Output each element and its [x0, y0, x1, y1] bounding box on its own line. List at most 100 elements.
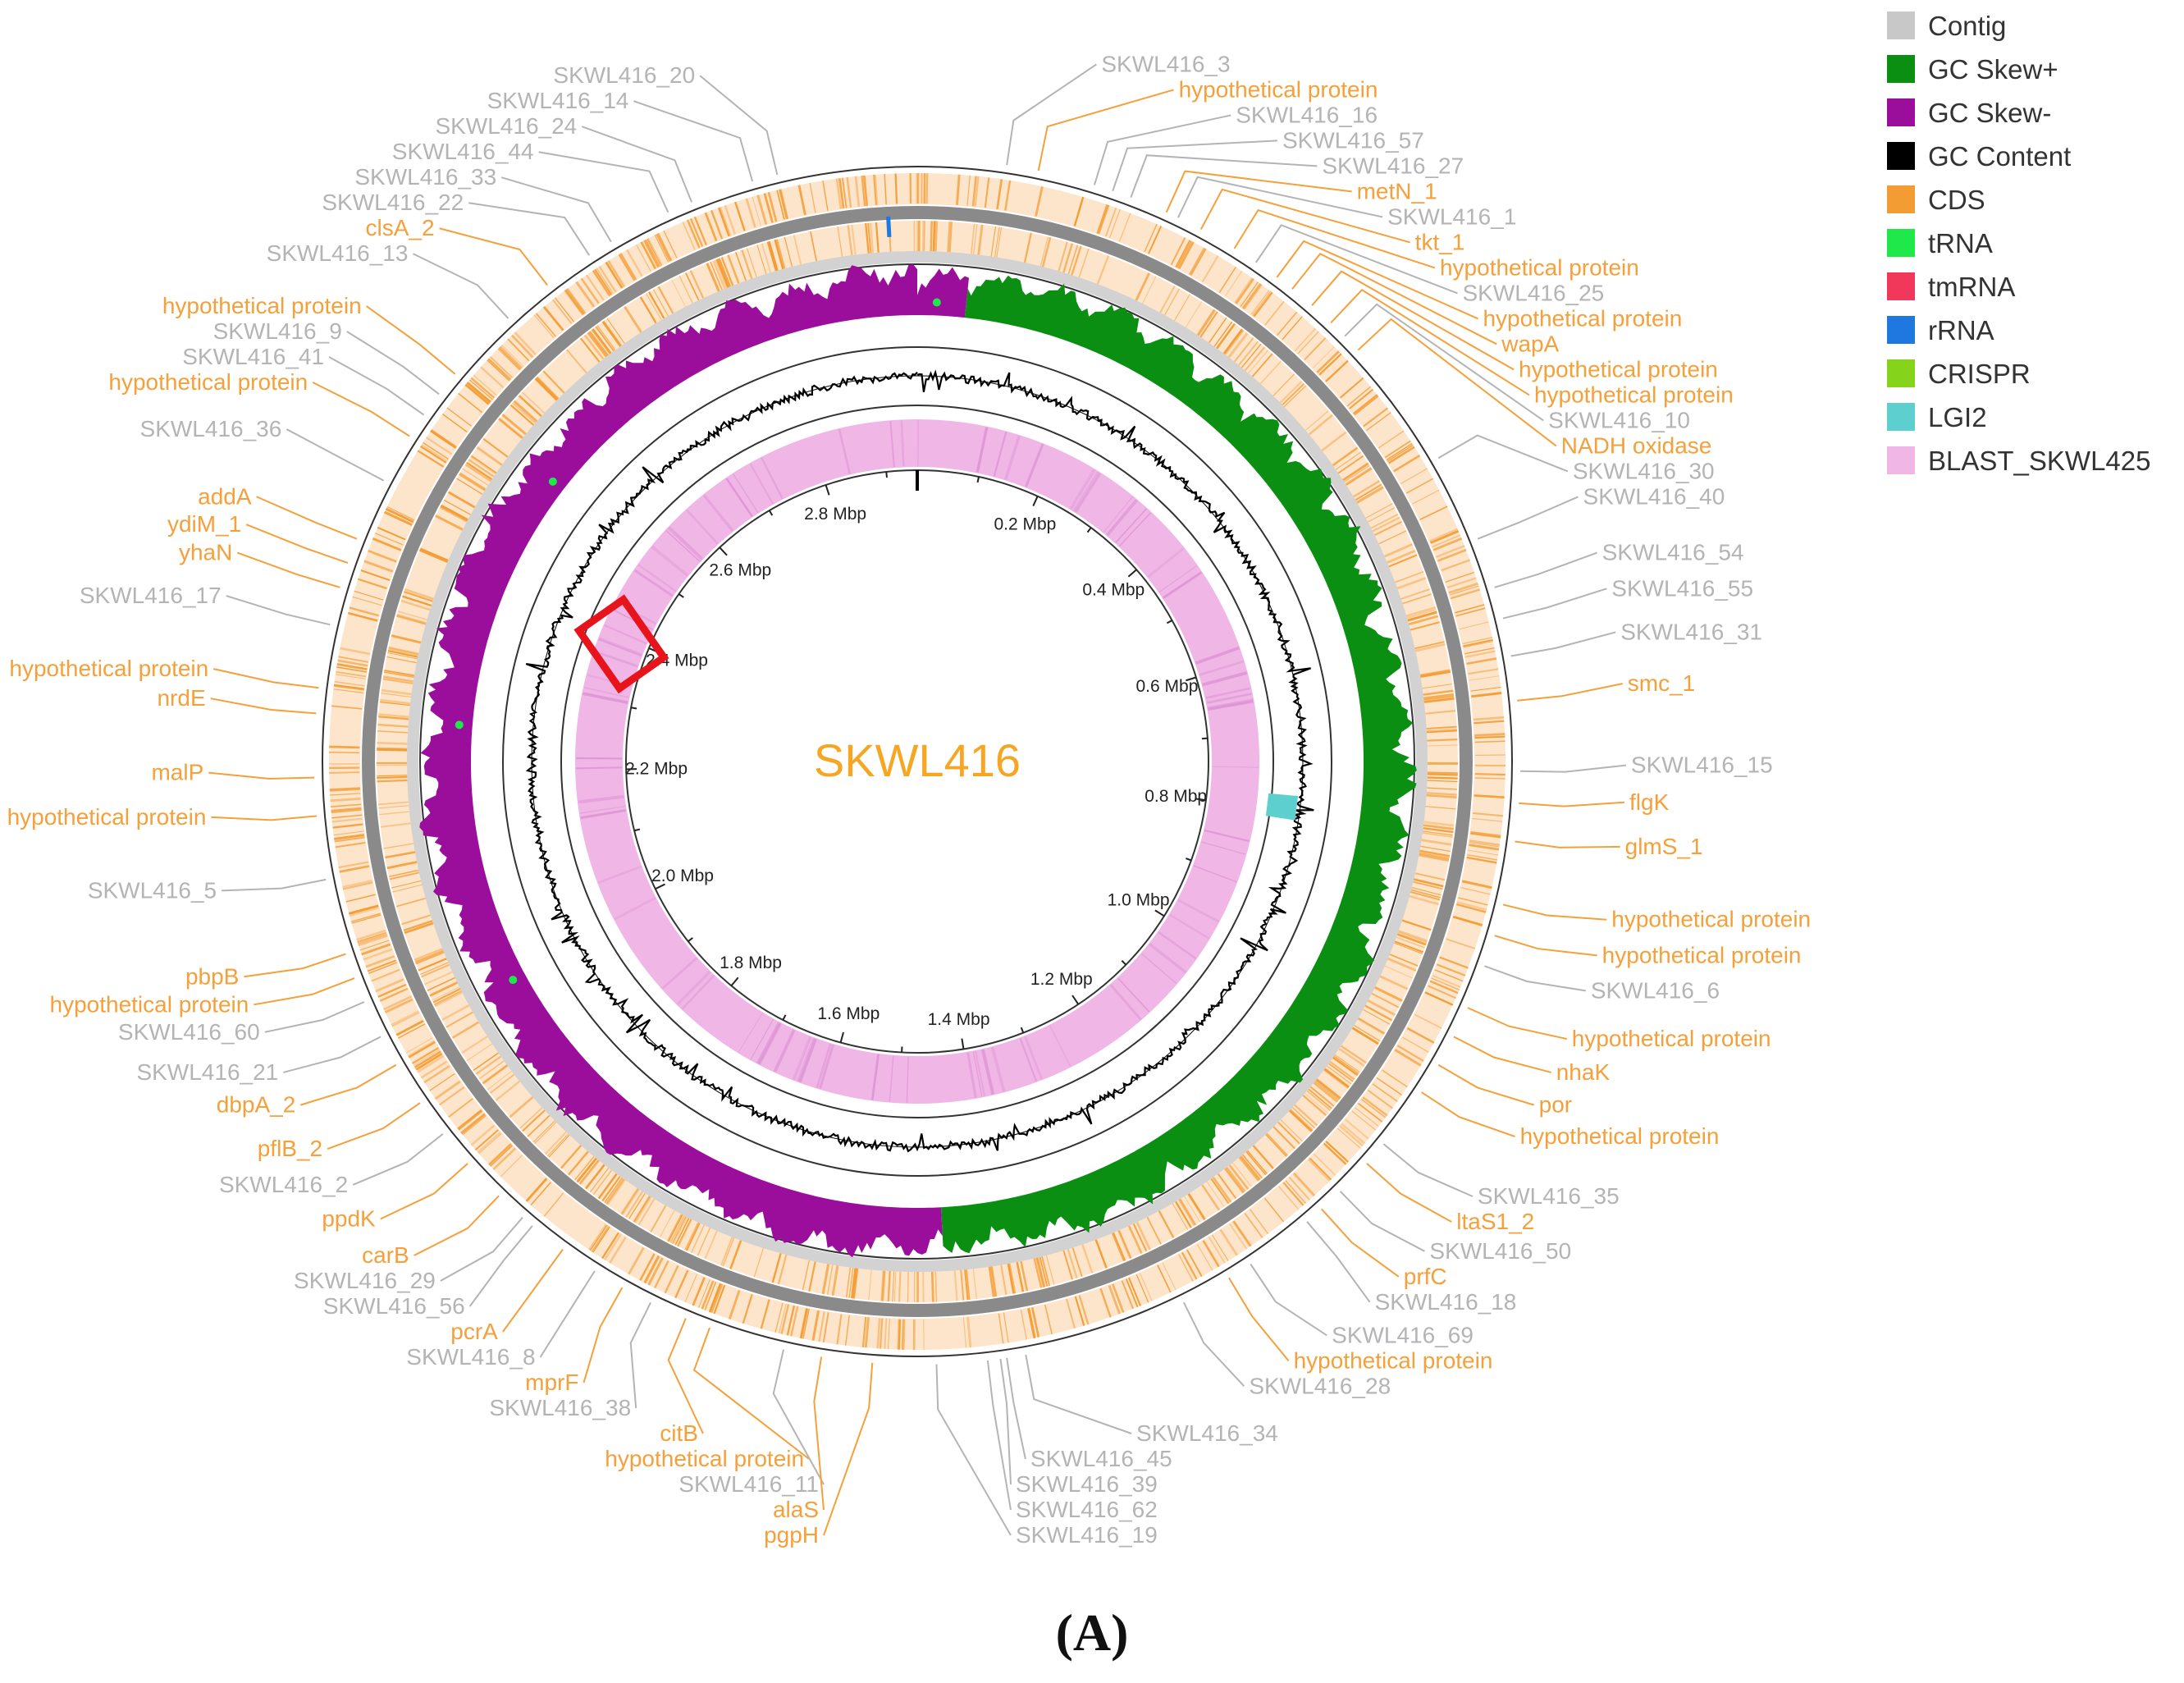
cds-mark: [468, 379, 493, 400]
cds-mark: [1396, 1045, 1424, 1063]
cds-mark: [1242, 1154, 1263, 1178]
cds-mark: [1288, 1109, 1313, 1132]
cds-mark: [525, 1178, 548, 1202]
legend-swatch: [1887, 185, 1915, 213]
contig-leader: [468, 1225, 533, 1307]
cds-mark: [1366, 412, 1391, 432]
scale-label: 2.0 Mbp: [651, 867, 714, 885]
cds-mark: [1353, 480, 1381, 498]
cds-mark: [799, 1308, 808, 1339]
cds-mark: [1148, 226, 1163, 254]
cds-mark: [842, 177, 848, 208]
scale-tick: [976, 476, 980, 483]
cds-mark: [1423, 824, 1455, 830]
blast-mark: [1162, 571, 1203, 599]
gene-label: pbpB: [185, 963, 239, 989]
cds-mark: [1410, 621, 1440, 631]
gene-label: hypothetical protein: [1611, 907, 1811, 932]
cds-mark: [1393, 454, 1421, 473]
cds-mark: [894, 173, 898, 204]
gene-leader: [1233, 208, 1436, 269]
cds-mark: [522, 1109, 546, 1132]
cds-mark: [501, 414, 527, 436]
cds-mark: [1425, 806, 1456, 810]
contig-leader: [1250, 1263, 1327, 1337]
scale-tick: [719, 547, 728, 556]
cds-mark: [1231, 1162, 1252, 1187]
gene-leader: [366, 305, 456, 375]
gene-leader: [823, 1362, 874, 1536]
cds-mark: [704, 1230, 718, 1260]
cds-mark: [379, 701, 410, 707]
gene-label: pgpH: [764, 1522, 819, 1548]
cds-mark: [340, 647, 370, 656]
cds-mark: [391, 1010, 419, 1026]
cds-mark: [1353, 395, 1379, 416]
cds-mark: [507, 339, 529, 362]
cds-mark: [1159, 286, 1176, 313]
cds-mark: [802, 1260, 810, 1291]
cds-mark: [1384, 542, 1414, 558]
contig-label: SKWL416_31: [1620, 619, 1762, 644]
cds-mark: [776, 190, 785, 220]
contig-label: SKWL416_62: [1016, 1497, 1158, 1522]
blast-mark: [633, 569, 674, 597]
legend-swatch: [1887, 446, 1915, 474]
cds-mark: [647, 238, 663, 266]
cds-mark: [347, 611, 378, 622]
cds-mark: [329, 752, 360, 754]
blast-mark: [889, 1055, 894, 1102]
cds-mark: [592, 1227, 610, 1253]
gene-label: ppdK: [322, 1206, 376, 1232]
cds-mark: [380, 698, 411, 704]
cds-mark: [1219, 1228, 1239, 1256]
cds-mark: [761, 243, 772, 273]
cds-mark: [575, 281, 596, 308]
trna-mark: [509, 976, 518, 985]
cds-mark: [552, 299, 573, 324]
cds-mark: [1071, 1247, 1083, 1277]
blast-mark: [1118, 512, 1152, 547]
cds-mark: [1371, 992, 1400, 1008]
cds-mark: [1378, 530, 1407, 545]
cds-mark: [473, 1052, 499, 1071]
cds-mark: [1355, 1107, 1379, 1127]
cds-mark: [447, 491, 476, 509]
cds-mark: [330, 797, 361, 803]
cds-mark: [977, 224, 984, 255]
cds-mark: [544, 1131, 567, 1155]
blast-mark: [578, 794, 624, 804]
cds-mark: [384, 512, 413, 527]
gene-leader: [667, 1318, 704, 1434]
gene-label: yhaN: [179, 540, 232, 565]
blast-mark: [749, 463, 774, 505]
gene-leader: [813, 1356, 825, 1511]
cds-mark: [1412, 489, 1440, 505]
cds-mark: [1309, 1086, 1335, 1107]
gene-leader: [1515, 840, 1620, 848]
contig-leader: [1025, 1354, 1132, 1434]
cds-mark: [697, 1228, 711, 1256]
cds-mark: [1422, 832, 1453, 838]
lgi2-region: [1265, 793, 1299, 821]
cds-mark: [988, 1266, 994, 1297]
cds-mark: [1384, 440, 1411, 459]
cds-mark: [1174, 294, 1190, 322]
cds-mark: [717, 207, 730, 237]
scale-label: 2.6 Mbp: [709, 560, 771, 579]
cds-mark: [875, 222, 880, 253]
cds-mark: [329, 745, 360, 748]
cds-mark: [422, 441, 449, 460]
cds-mark: [338, 861, 369, 869]
blast-mark: [1177, 899, 1220, 923]
scale-label: 0.8 Mbp: [1145, 787, 1207, 806]
cds-mark: [460, 1113, 486, 1134]
scale-label: 0.2 Mbp: [994, 515, 1056, 533]
cds-mark: [1333, 1055, 1359, 1074]
cds-mark: [1078, 1295, 1090, 1325]
cds-mark: [1387, 958, 1417, 972]
cds-mark: [1464, 650, 1496, 658]
contig-leader: [222, 878, 327, 892]
cds-mark: [1455, 604, 1485, 614]
contig-leader: [1177, 176, 1383, 218]
